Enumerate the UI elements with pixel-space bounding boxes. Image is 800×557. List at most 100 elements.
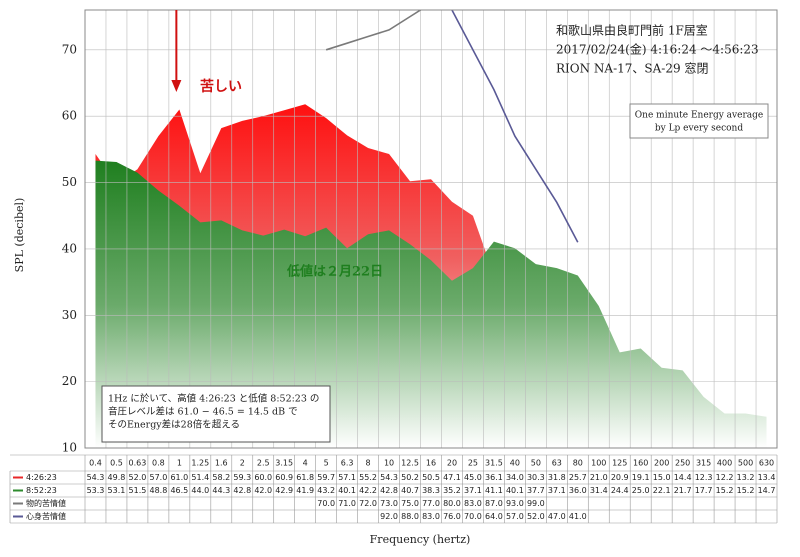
table-cell: 48.8 — [149, 486, 167, 495]
legend-label: 物的苦情値 — [26, 498, 66, 508]
x-tick-label: 12.5 — [401, 459, 419, 468]
table-cell: 76.0 — [443, 512, 461, 521]
table-cell: 41.9 — [296, 486, 314, 495]
subtitle: One minute Energy average — [635, 111, 763, 121]
y-tick-label: 60 — [62, 109, 77, 123]
table-cell: 77.0 — [422, 499, 440, 508]
table-cell: 15.2 — [737, 486, 755, 495]
note-text: 1Hz に於いて、高値 4:26:23 と低値 8:52:23 の — [108, 393, 319, 405]
x-tick-label: 2.5 — [257, 459, 270, 468]
table-cell: 59.7 — [317, 473, 335, 482]
x-tick-label: 200 — [654, 459, 669, 468]
table-cell: 13.4 — [758, 473, 776, 482]
x-tick-label: 1.6 — [215, 459, 228, 468]
table-cell: 70.0 — [317, 499, 335, 508]
table-cell: 88.0 — [401, 512, 419, 521]
table-cell: 71.0 — [338, 499, 356, 508]
line — [325, 10, 423, 51]
table-cell: 47.1 — [443, 473, 461, 482]
table-cell: 52.0 — [129, 473, 147, 482]
table-cell: 53.1 — [108, 486, 126, 495]
table-cell: 15.2 — [716, 486, 734, 495]
table-cell: 83.0 — [464, 499, 482, 508]
y-tick-label: 10 — [62, 441, 77, 455]
legend-label: 4:26:23 — [26, 473, 57, 482]
y-tick-label: 40 — [62, 241, 77, 255]
table-cell: 31.4 — [590, 486, 608, 495]
table-cell: 15.0 — [653, 473, 671, 482]
table-cell: 47.0 — [548, 512, 566, 521]
table-cell: 92.0 — [380, 512, 398, 521]
table-cell: 42.8 — [380, 486, 398, 495]
table-cell: 54.3 — [87, 473, 105, 482]
table-cell: 51.4 — [191, 473, 209, 482]
table-cell: 25.0 — [632, 486, 650, 495]
x-tick-label: 4 — [303, 459, 308, 468]
table-cell: 30.3 — [527, 473, 545, 482]
table-cell: 93.0 — [506, 499, 524, 508]
table-cell: 55.2 — [359, 473, 377, 482]
y-tick-label: 50 — [62, 175, 77, 189]
table-cell: 42.8 — [233, 486, 251, 495]
chart-title: RION NA-17、SA-29 窓閉 — [556, 61, 708, 76]
x-tick-label: 16 — [426, 459, 436, 468]
x-tick-label: 40 — [510, 459, 520, 468]
table-cell: 40.1 — [338, 486, 356, 495]
table-cell: 51.5 — [129, 486, 147, 495]
table-cell: 40.1 — [506, 486, 524, 495]
table-cell: 87.0 — [485, 499, 503, 508]
table-cell: 57.1 — [338, 473, 356, 482]
table-cell: 58.2 — [212, 473, 230, 482]
table-cell: 12.2 — [716, 473, 734, 482]
x-tick-label: 400 — [717, 459, 732, 468]
table-cell: 21.7 — [674, 486, 692, 495]
table-cell: 60.9 — [275, 473, 293, 482]
x-tick-label: 1.25 — [191, 459, 209, 468]
x-tick-label: 2 — [240, 459, 245, 468]
table-cell: 37.1 — [464, 486, 482, 495]
table-cell: 64.0 — [485, 512, 503, 521]
x-tick-label: 8 — [366, 459, 371, 468]
y-tick-label: 70 — [62, 42, 77, 56]
table-cell: 41.1 — [485, 486, 503, 495]
table-cell: 50.5 — [422, 473, 440, 482]
table-cell: 45.0 — [464, 473, 482, 482]
table-cell: 35.2 — [443, 486, 461, 495]
plot-border — [84, 9, 778, 449]
chart-title: 和歌山県由良町門前 1F居室 — [556, 23, 708, 38]
table-cell: 46.5 — [170, 486, 188, 495]
table-cell: 44.3 — [212, 486, 230, 495]
x-tick-label: 160 — [633, 459, 648, 468]
low-note: 低値は２月22日 — [286, 264, 383, 280]
table-cell: 59.3 — [233, 473, 251, 482]
table-cell: 80.0 — [443, 499, 461, 508]
table-cell: 75.0 — [401, 499, 419, 508]
y-tick-label: 20 — [62, 374, 77, 388]
table-cell: 22.1 — [653, 486, 671, 495]
x-tick-label: 31.5 — [485, 459, 503, 468]
x-tick-label: 25 — [468, 459, 478, 468]
table-cell: 37.1 — [548, 486, 566, 495]
x-tick-label: 630 — [759, 459, 774, 468]
table-cell: 42.2 — [359, 486, 377, 495]
table-cell: 60.0 — [254, 473, 272, 482]
table-cell: 57.0 — [149, 473, 167, 482]
x-tick-label: 50 — [531, 459, 541, 468]
table-cell: 14.7 — [758, 486, 776, 495]
table-cell: 83.0 — [422, 512, 440, 521]
table-cell: 38.3 — [422, 486, 440, 495]
table-cell: 42.9 — [275, 486, 293, 495]
note-text: 音圧レベル差は 61.0 − 46.5 = 14.5 dB で — [108, 406, 298, 418]
table-cell: 42.0 — [254, 486, 272, 495]
note-text: そのEnergy差は28倍を超える — [108, 419, 240, 431]
x-tick-label: 0.5 — [110, 459, 123, 468]
chart-title: 2017/02/24(金) 4:16:24 ～4:56:23 — [556, 42, 759, 57]
x-tick-label: 0.8 — [152, 459, 165, 468]
table-cell: 61.0 — [170, 473, 188, 482]
line — [451, 10, 579, 243]
table-cell: 49.8 — [108, 473, 126, 482]
x-tick-label: 0.63 — [129, 459, 147, 468]
table-cell: 31.8 — [548, 473, 566, 482]
y-axis-label: SPL (decibel) — [13, 198, 26, 273]
table-cell: 37.7 — [527, 486, 545, 495]
